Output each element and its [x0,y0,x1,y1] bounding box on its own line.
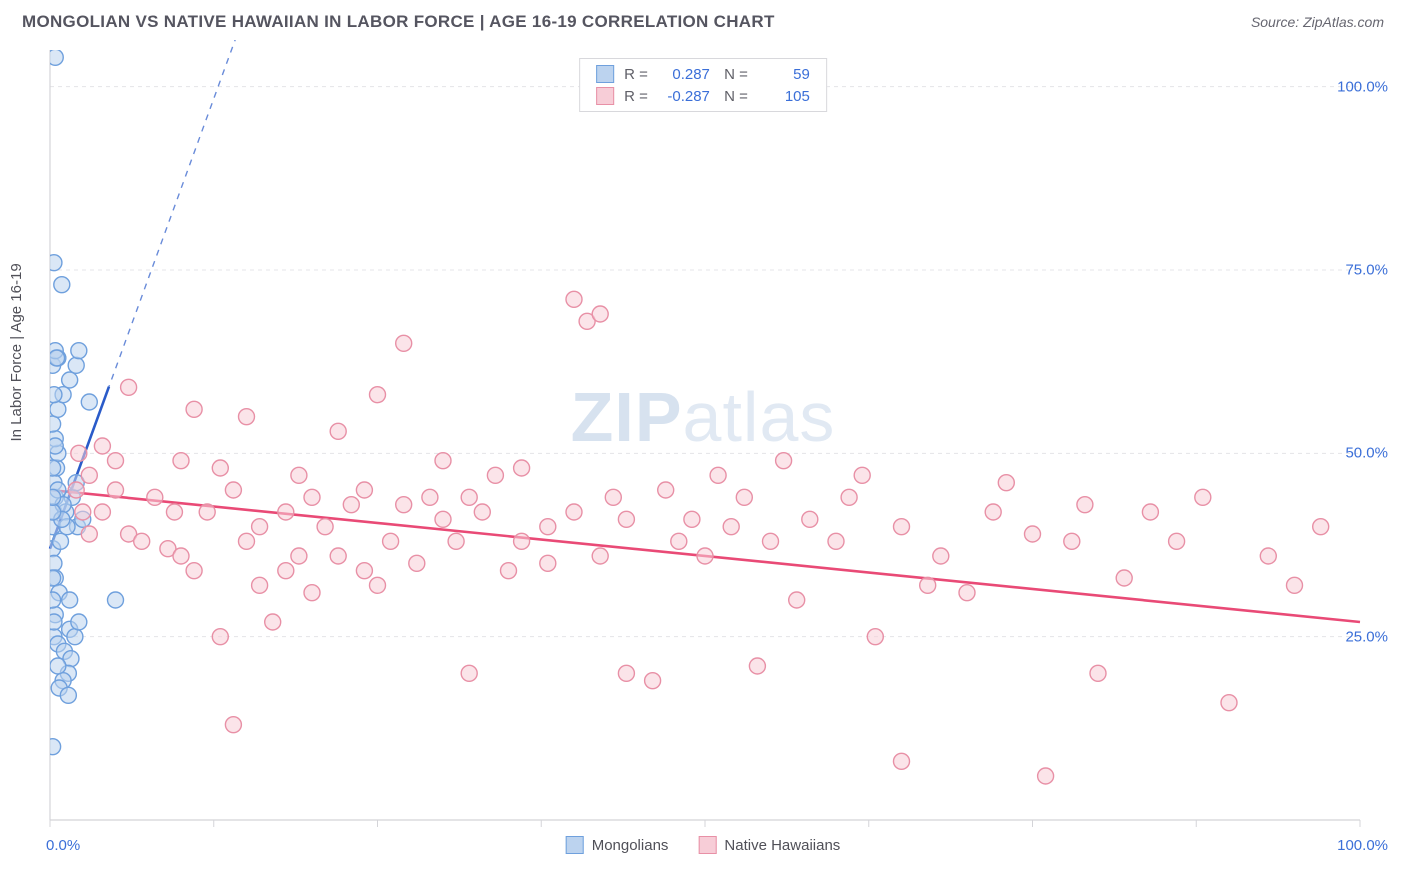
chart-title: MONGOLIAN VS NATIVE HAWAIIAN IN LABOR FO… [22,12,775,32]
legend-item-mongolians: Mongolians [566,836,669,854]
stats-legend: R = 0.287 N = 59 R = -0.287 N = 105 [579,58,827,112]
swatch-icon [698,836,716,854]
stats-row-mongolians: R = 0.287 N = 59 [592,63,814,85]
swatch-mongolians [596,65,614,83]
chart-source: Source: ZipAtlas.com [1251,14,1384,30]
scatter-plot-svg [0,40,1406,860]
chart-header: MONGOLIAN VS NATIVE HAWAIIAN IN LABOR FO… [0,0,1406,40]
series-legend: Mongolians Native Hawaiians [566,836,841,854]
legend-item-hawaiians: Native Hawaiians [698,836,840,854]
stats-row-hawaiians: R = -0.287 N = 105 [592,85,814,107]
chart-area: In Labor Force | Age 16-19 ZIPatlas R = … [0,40,1406,860]
x-axis-start-label: 0.0% [46,837,80,854]
swatch-icon [566,836,584,854]
swatch-hawaiians [596,87,614,105]
y-axis-label: In Labor Force | Age 16-19 [8,263,25,441]
x-axis-end-label: 100.0% [1337,837,1388,854]
